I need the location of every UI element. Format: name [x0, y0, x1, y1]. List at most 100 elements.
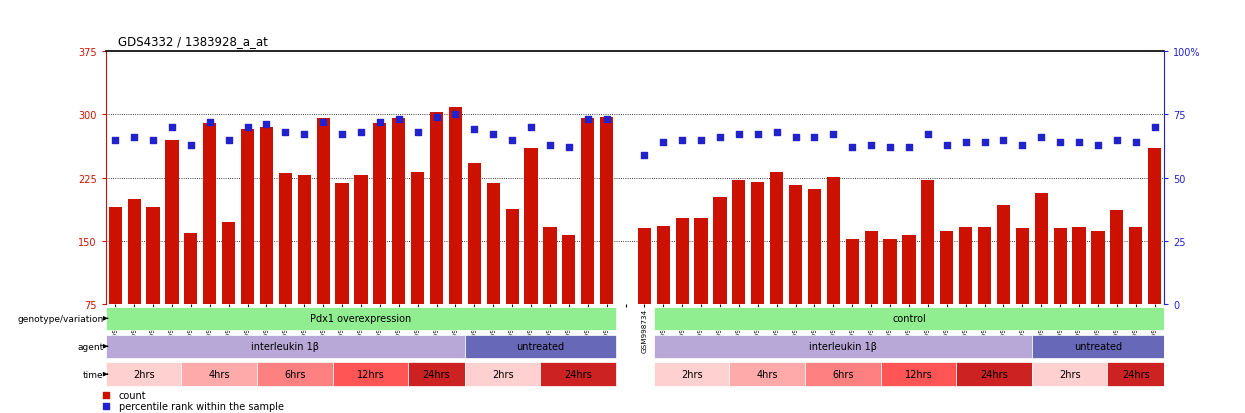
Point	[918, 132, 937, 138]
Bar	[956, 363, 1032, 386]
Bar	[184, 233, 198, 305]
Point	[162, 124, 182, 131]
Bar	[108, 208, 122, 305]
Bar	[203, 123, 217, 305]
Text: interleukin 1β: interleukin 1β	[251, 342, 320, 351]
Point	[691, 137, 711, 143]
Bar	[464, 363, 540, 386]
Bar	[260, 128, 273, 305]
Bar	[464, 335, 616, 358]
Point	[483, 132, 503, 138]
Point	[351, 129, 371, 136]
Bar	[448, 108, 462, 305]
Bar	[789, 186, 802, 305]
Bar	[1016, 229, 1028, 305]
Bar	[600, 117, 614, 305]
Bar	[408, 363, 464, 386]
Bar	[1032, 363, 1107, 386]
Bar	[656, 226, 670, 305]
Bar	[279, 174, 293, 305]
Bar	[543, 227, 557, 305]
Bar	[806, 363, 880, 386]
Bar	[1053, 229, 1067, 305]
Text: count: count	[118, 390, 146, 400]
Bar	[827, 177, 840, 305]
Point	[199, 119, 219, 126]
Bar	[1092, 231, 1104, 305]
Bar	[332, 363, 408, 386]
Bar	[676, 218, 688, 305]
Point	[1012, 142, 1032, 149]
Bar	[1148, 149, 1162, 305]
Bar	[637, 229, 651, 305]
Point	[1051, 140, 1071, 146]
Point	[994, 137, 1013, 143]
Text: 12hrs: 12hrs	[356, 369, 385, 379]
Bar	[884, 240, 896, 305]
Bar	[242, 130, 254, 305]
Point	[1125, 140, 1145, 146]
Bar	[751, 183, 764, 305]
Bar	[540, 363, 616, 386]
Point	[388, 116, 408, 123]
Point	[728, 132, 748, 138]
Bar	[903, 235, 915, 305]
Point	[635, 152, 655, 159]
Point	[899, 145, 919, 151]
Point	[446, 112, 466, 118]
Bar	[940, 231, 954, 305]
Bar	[392, 119, 406, 305]
Bar	[222, 223, 235, 305]
Bar	[430, 113, 443, 305]
Point	[880, 145, 900, 151]
Bar	[695, 218, 707, 305]
Point	[256, 122, 276, 128]
Point	[625, 252, 645, 258]
Point	[540, 142, 560, 149]
Bar	[106, 335, 464, 358]
Bar	[468, 164, 481, 305]
Text: 24hrs: 24hrs	[422, 369, 451, 379]
Point	[786, 134, 806, 141]
Text: 4hrs: 4hrs	[208, 369, 230, 379]
Bar	[880, 363, 956, 386]
Bar	[106, 363, 182, 386]
Point	[370, 119, 390, 126]
Bar	[808, 189, 822, 305]
Bar	[864, 231, 878, 305]
Bar	[316, 119, 330, 305]
Bar	[355, 176, 367, 305]
Point	[332, 132, 352, 138]
Text: 24hrs: 24hrs	[980, 369, 1008, 379]
Bar	[256, 363, 332, 386]
Point	[522, 124, 542, 131]
Bar	[1032, 335, 1164, 358]
Bar	[374, 123, 386, 305]
Text: untreated: untreated	[1074, 342, 1122, 351]
Point	[1031, 134, 1051, 141]
Bar	[127, 199, 141, 305]
Text: 2hrs: 2hrs	[1058, 369, 1081, 379]
Bar	[581, 119, 594, 305]
Point	[407, 129, 427, 136]
Bar	[997, 206, 1010, 305]
Text: 4hrs: 4hrs	[757, 369, 778, 379]
Text: GDS4332 / 1383928_a_at: GDS4332 / 1383928_a_at	[118, 35, 268, 47]
Bar	[654, 307, 1164, 330]
Bar	[1035, 193, 1048, 305]
Bar	[654, 363, 730, 386]
Bar	[959, 227, 972, 305]
Point	[1069, 140, 1089, 146]
Bar	[1129, 227, 1143, 305]
Point	[1088, 142, 1108, 149]
Point	[143, 137, 163, 143]
Text: agent: agent	[77, 342, 103, 351]
Point	[106, 137, 126, 143]
Point	[219, 137, 239, 143]
Bar	[563, 235, 575, 305]
Text: 2hrs: 2hrs	[681, 369, 702, 379]
Bar	[1107, 363, 1164, 386]
Bar	[487, 184, 499, 305]
Point	[1144, 124, 1164, 131]
Bar	[713, 197, 727, 305]
